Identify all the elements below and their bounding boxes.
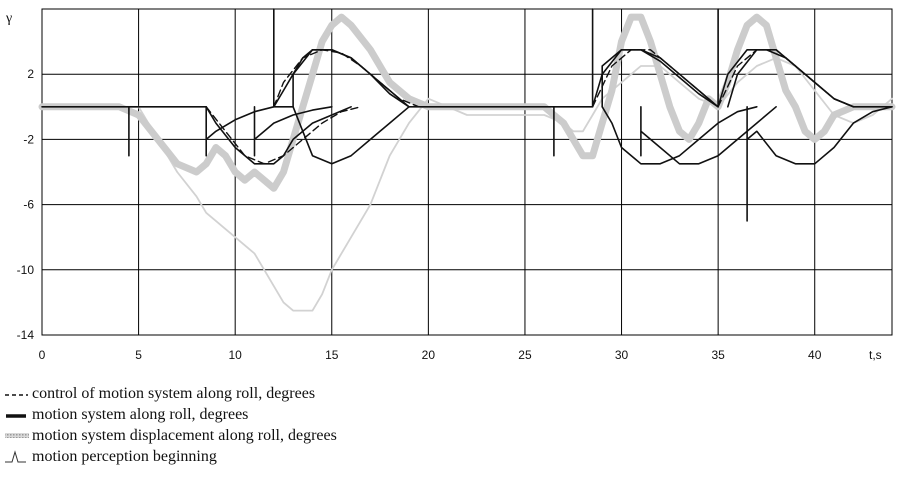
series-line-8 xyxy=(601,106,758,165)
hatched-line-icon xyxy=(4,428,32,444)
series-line-0 xyxy=(41,57,893,312)
legend: control of motion system along roll, deg… xyxy=(4,383,337,467)
series-line-10 xyxy=(601,48,719,108)
x-tick-label-0: 0 xyxy=(39,348,46,362)
series-line-14 xyxy=(591,49,719,108)
series-group xyxy=(38,8,896,312)
grid xyxy=(42,9,892,336)
x-tick-label-3: 15 xyxy=(325,348,339,362)
series-line-1 xyxy=(38,13,896,192)
x-tick-label-5: 25 xyxy=(518,348,532,362)
plot-frame xyxy=(41,8,893,336)
x-tick-labels: 0 5 10 15 20 25 30 35 40 xyxy=(39,348,822,362)
legend-item-motion-system: motion system along roll, degrees xyxy=(4,404,337,425)
legend-label-displacement: motion system displacement along roll, d… xyxy=(32,427,337,444)
dashed-line-icon xyxy=(4,386,32,402)
legend-item-control: control of motion system along roll, deg… xyxy=(4,383,337,404)
x-tick-label-4: 20 xyxy=(422,348,436,362)
roll-motion-chart: 2 -2 -6 -10 -14 0 5 10 15 20 25 30 35 40 γ t,s xyxy=(5,8,896,362)
legend-label-control: control of motion system along roll, deg… xyxy=(32,385,316,402)
legend-label-motion-system: motion system along roll, degrees xyxy=(32,406,249,423)
x-tick-label-1: 5 xyxy=(135,348,142,362)
x-tick-label-8: 40 xyxy=(808,348,822,362)
series-line-16 xyxy=(205,106,362,165)
spike-icon xyxy=(4,449,32,465)
series-line-13 xyxy=(273,49,420,108)
series-line-9 xyxy=(640,106,777,165)
y-tick-labels: 2 -2 -6 -10 -14 xyxy=(17,67,35,342)
y-tick-label-1: -2 xyxy=(23,132,34,146)
solid-line-icon xyxy=(4,407,32,423)
y-tick-label-0: 2 xyxy=(27,67,34,81)
y-tick-label-2: -6 xyxy=(23,198,34,212)
series-line-5 xyxy=(272,8,410,108)
series-line-2 xyxy=(41,8,893,157)
x-tick-label-2: 10 xyxy=(229,348,243,362)
x-tick-label-7: 35 xyxy=(711,348,725,362)
legend-item-perception: motion perception beginning xyxy=(4,446,337,467)
x-axis-label: t,s xyxy=(869,348,882,362)
y-tick-label-3: -10 xyxy=(17,263,35,277)
series-line-6 xyxy=(292,106,410,165)
y-axis-label: γ xyxy=(5,11,12,26)
series-line-15 xyxy=(717,49,855,108)
series-line-11 xyxy=(746,106,893,222)
x-tick-label-6: 30 xyxy=(615,348,629,362)
legend-item-displacement: motion system displacement along roll, d… xyxy=(4,425,337,446)
legend-label-perception: motion perception beginning xyxy=(32,448,217,465)
y-tick-label-4: -14 xyxy=(17,328,35,342)
series-line-3 xyxy=(205,106,352,165)
series-line-4 xyxy=(253,106,333,157)
